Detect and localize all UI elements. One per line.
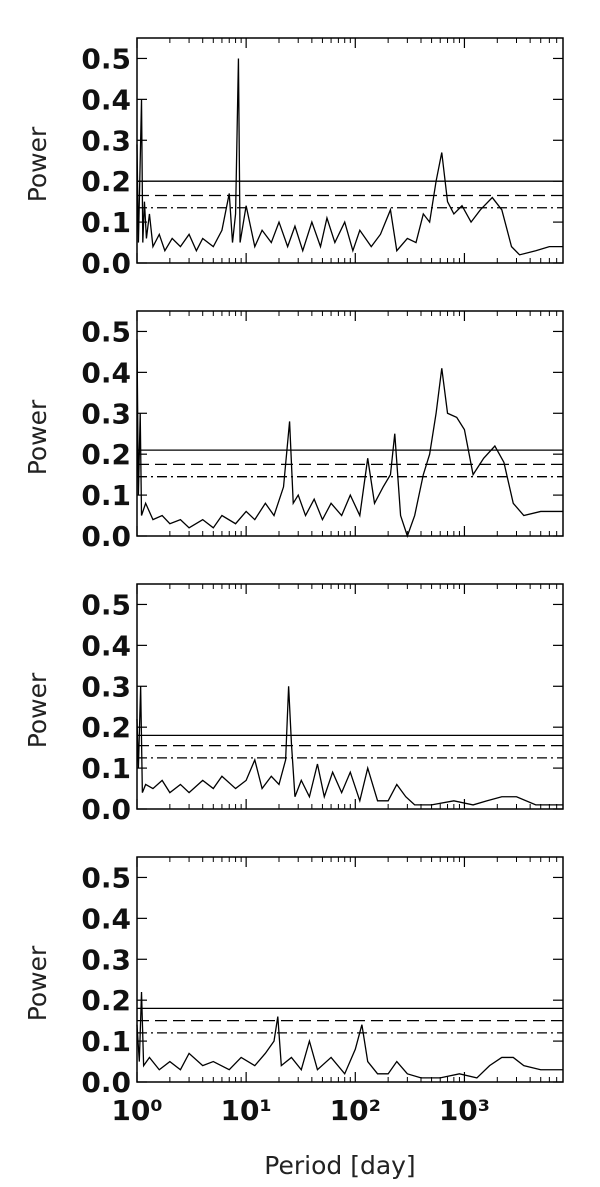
y-tick-label: 0.0: [81, 247, 131, 280]
y-tick-label: 0.1: [81, 206, 131, 239]
y-tick-label: 0.4: [81, 629, 131, 662]
y-tick-label: 0.5: [81, 861, 131, 894]
y-tick-label: 0.3: [81, 124, 131, 157]
plot-frame: [136, 583, 564, 810]
y-axis-label: Power: [23, 945, 52, 1021]
y-tick-label: 0.1: [81, 479, 131, 512]
y-axis-label: Power: [23, 126, 52, 202]
y-axis-label: Power: [23, 399, 52, 475]
x-tick-label: 10¹: [221, 1094, 272, 1127]
x-tick-label: 10⁰: [111, 1094, 162, 1127]
y-tick-label: 0.4: [81, 83, 131, 116]
x-tick-label: 10²: [330, 1094, 381, 1127]
y-tick-label: 0.5: [81, 588, 131, 621]
y-tick-label: 0.3: [81, 943, 131, 976]
y-tick-label: 0.0: [81, 1066, 131, 1099]
x-axis-label: Period [day]: [264, 1151, 415, 1180]
y-tick-label: 0.1: [81, 752, 131, 785]
y-tick-label: 0.3: [81, 670, 131, 703]
y-tick-label: 0.1: [81, 1025, 131, 1058]
y-tick-label: 0.5: [81, 42, 131, 75]
y-tick-label: 0.2: [81, 711, 131, 744]
y-tick-label: 0.3: [81, 397, 131, 430]
y-tick-label: 0.2: [81, 165, 131, 198]
y-tick-label: 0.5: [81, 315, 131, 348]
plot-frame: [136, 37, 564, 264]
periodogram-line: [136, 58, 563, 256]
y-tick-label: 0.0: [81, 793, 131, 826]
y-tick-label: 0.2: [81, 984, 131, 1017]
plot-frame: [136, 310, 564, 537]
x-tick-label: 10³: [439, 1094, 490, 1127]
periodogram-line: [136, 339, 563, 538]
y-tick-label: 0.4: [81, 902, 131, 935]
y-tick-label: 0.4: [81, 356, 131, 389]
periodogram-line: [136, 991, 563, 1079]
y-axis-label: Power: [23, 672, 52, 748]
y-tick-label: 0.2: [81, 438, 131, 471]
y-tick-label: 0.0: [81, 520, 131, 553]
periodogram-line: [136, 686, 563, 806]
plot-frame: [136, 856, 564, 1083]
